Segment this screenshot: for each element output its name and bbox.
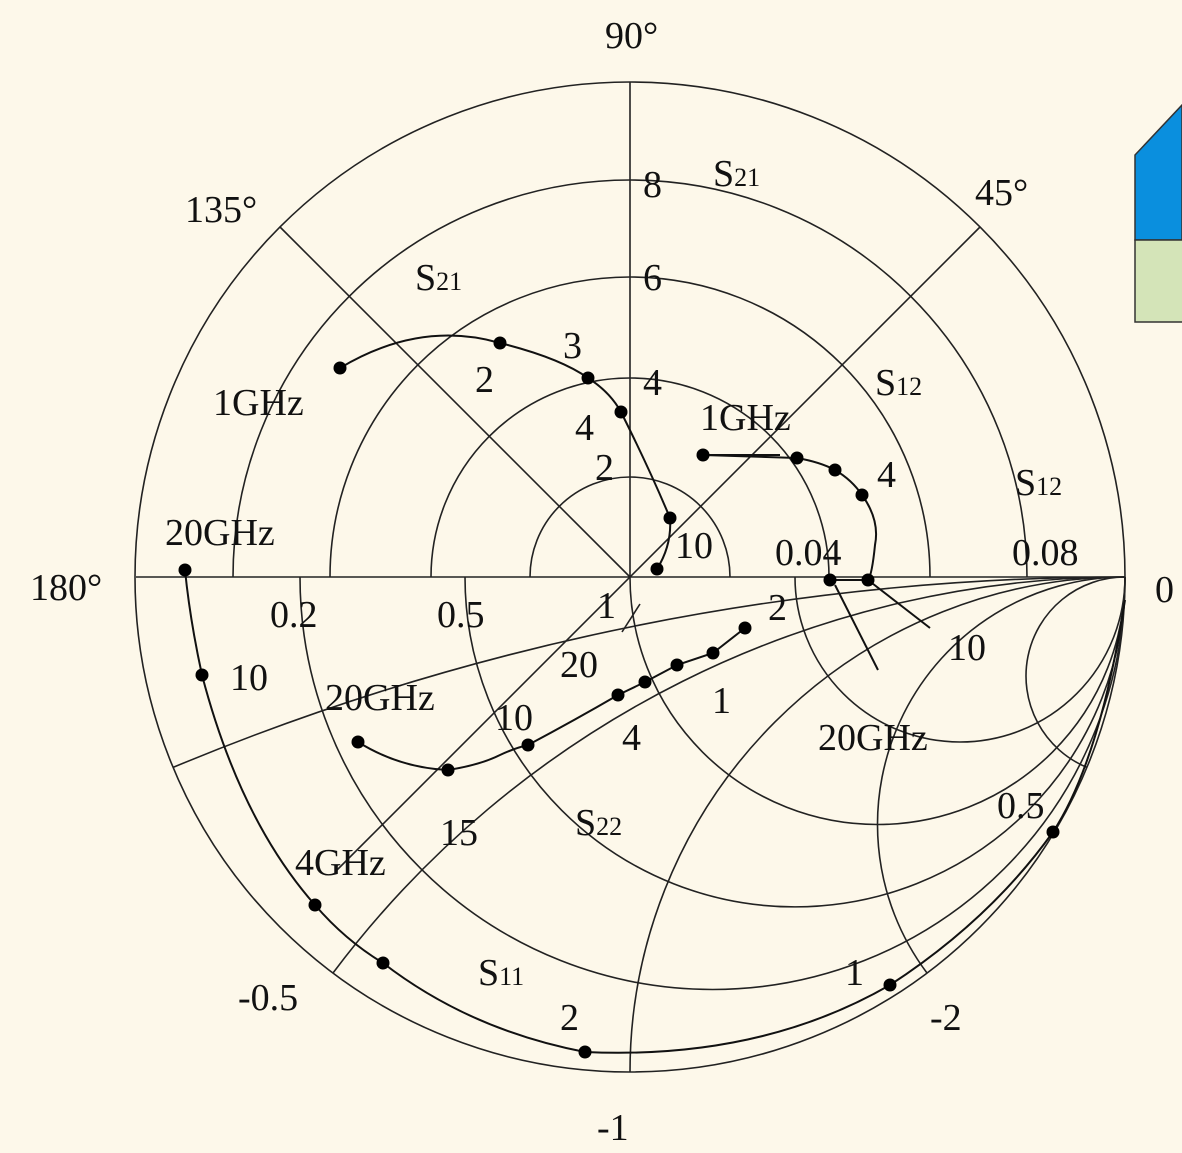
point-label: 10 <box>230 657 268 699</box>
point-label: 4GHz <box>295 842 386 884</box>
angle-label: 135° <box>185 189 257 231</box>
s-sub: 12 <box>1036 472 1062 501</box>
curve-dot <box>309 899 322 912</box>
polar-label: 2 <box>595 447 614 489</box>
curve-dot <box>522 739 535 752</box>
point-label: 10 <box>948 627 986 669</box>
point-label: 2 <box>560 997 579 1039</box>
curve-dot <box>824 574 837 587</box>
s-sub: 12 <box>896 372 922 401</box>
curve-dot <box>196 669 209 682</box>
scale-label: 0.04 <box>775 532 842 574</box>
angle-label: 45° <box>975 172 1028 214</box>
point-label: 15 <box>440 812 478 854</box>
s-base: S <box>478 952 499 994</box>
angle-label: 90° <box>605 15 658 57</box>
polar-smith-diagram: 90° 135° 45° 180° 0 8 6 4 2 S21 S21 3 2 … <box>0 0 1182 1153</box>
point-label: 3 <box>563 325 582 367</box>
smith-label: 1 <box>597 585 616 627</box>
curve-dot <box>697 449 710 462</box>
curve-dot <box>582 372 595 385</box>
smith-label: 0.5 <box>437 594 485 636</box>
point-label: 10 <box>675 525 713 567</box>
point-label: 20 <box>560 644 598 686</box>
point-label: 4 <box>622 717 641 759</box>
smith-label: -1 <box>597 1107 629 1149</box>
curve-dot <box>494 337 507 350</box>
curve-dot <box>862 574 875 587</box>
polar-label: 8 <box>643 164 662 206</box>
s-base: S <box>875 362 896 404</box>
curve-dot <box>829 464 842 477</box>
s-sub: 11 <box>499 962 524 991</box>
curve-dot <box>671 659 684 672</box>
curve-dot <box>639 676 652 689</box>
curve-dot <box>791 452 804 465</box>
smith-label: 1 <box>845 952 864 994</box>
curve-dot <box>612 689 625 702</box>
polar-label: 6 <box>643 257 662 299</box>
s-sub: 22 <box>596 812 622 841</box>
point-label: 20GHz <box>818 717 928 759</box>
point-label: 2 <box>475 359 494 401</box>
angle-label: 180° <box>30 567 102 609</box>
curve-dot <box>856 489 869 502</box>
angle-label: 0 <box>1155 569 1174 611</box>
point-label: 1 <box>712 680 731 722</box>
point-label: 20GHz <box>325 677 435 719</box>
smith-label: 0.5 <box>997 785 1045 827</box>
curve-dot <box>179 564 192 577</box>
curve-dot <box>615 406 628 419</box>
curve-dot <box>352 736 365 749</box>
polar-label: 4 <box>643 362 662 404</box>
smith-label: -2 <box>930 997 962 1039</box>
curve-dot <box>707 647 720 660</box>
scale-label: 0.08 <box>1012 532 1079 574</box>
point-label: 1GHz <box>213 382 304 424</box>
point-label: 10 <box>495 697 533 739</box>
curve-dot <box>334 362 347 375</box>
point-label: 4 <box>877 454 896 496</box>
s-base: S <box>575 802 596 844</box>
curve-dot <box>651 563 664 576</box>
curve-dot <box>739 622 752 635</box>
s-base: S <box>1015 462 1036 504</box>
curve-dot <box>442 764 455 777</box>
curve-dot <box>377 957 390 970</box>
curve-dot <box>664 512 677 525</box>
smith-label: 0.2 <box>270 594 318 636</box>
s-base: S <box>713 153 734 195</box>
s-sub: 21 <box>734 163 760 192</box>
s-base: S <box>415 257 436 299</box>
point-label: 4 <box>575 407 594 449</box>
curve-dot <box>884 979 897 992</box>
smith-label: 2 <box>768 587 787 629</box>
curve-dot <box>579 1046 592 1059</box>
point-label: 1GHz <box>700 397 791 439</box>
smith-label: -0.5 <box>238 977 298 1019</box>
point-label: 20GHz <box>165 512 275 554</box>
curve-dot <box>1047 826 1060 839</box>
shape-bottom <box>1135 240 1182 322</box>
s-sub: 21 <box>436 267 462 296</box>
